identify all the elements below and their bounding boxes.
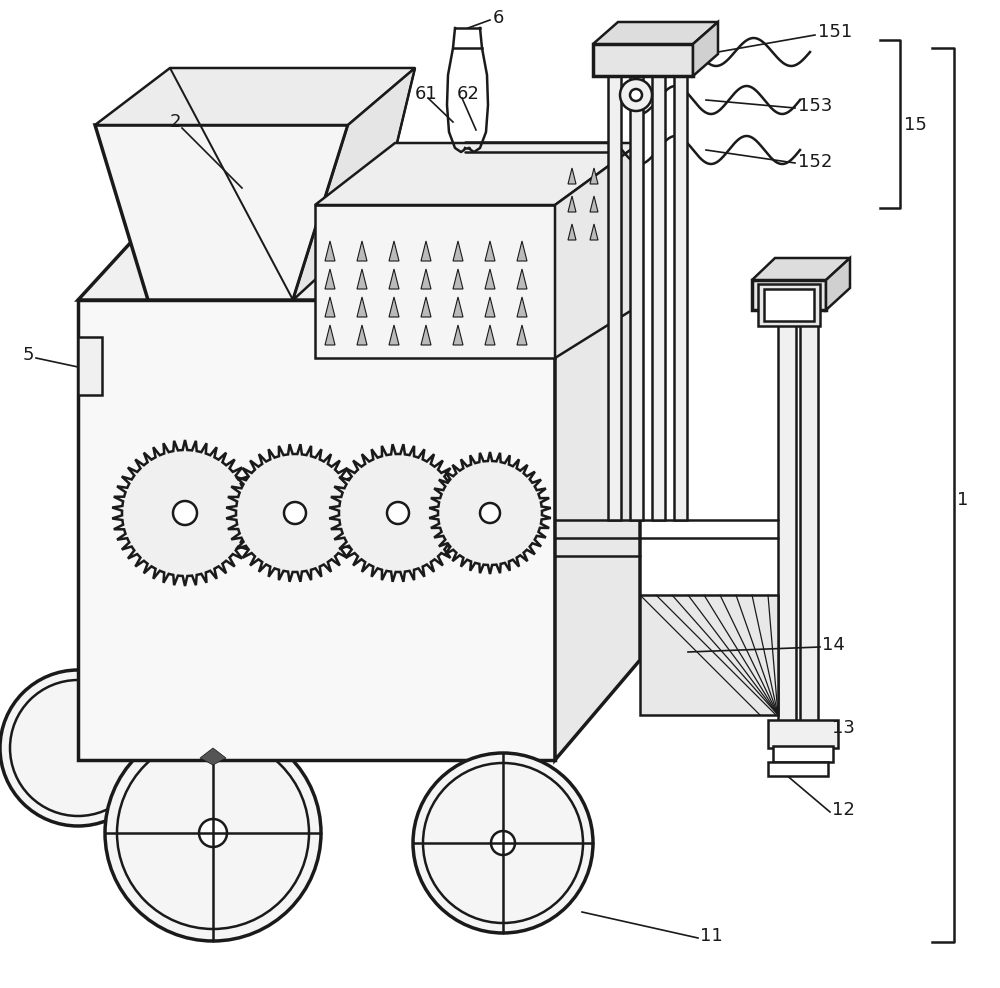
Polygon shape: [200, 748, 226, 765]
Polygon shape: [517, 297, 527, 317]
Polygon shape: [389, 269, 399, 289]
Circle shape: [105, 725, 321, 941]
Polygon shape: [421, 297, 431, 317]
Polygon shape: [389, 325, 399, 345]
Polygon shape: [325, 241, 335, 261]
Bar: [630, 52, 643, 520]
Polygon shape: [421, 241, 431, 261]
Polygon shape: [485, 269, 495, 289]
Bar: [778, 288, 796, 753]
Polygon shape: [357, 241, 367, 261]
Circle shape: [0, 670, 156, 826]
Polygon shape: [593, 22, 718, 44]
Polygon shape: [555, 205, 640, 760]
Bar: [768, 720, 838, 748]
Bar: [752, 280, 826, 310]
Polygon shape: [453, 325, 463, 345]
Text: 153: 153: [798, 97, 832, 115]
Bar: [773, 746, 833, 762]
Polygon shape: [429, 452, 551, 574]
Polygon shape: [95, 125, 348, 300]
Circle shape: [491, 831, 515, 855]
Bar: [78, 337, 102, 395]
Circle shape: [480, 503, 500, 523]
Polygon shape: [78, 205, 640, 300]
Text: 62: 62: [457, 85, 480, 103]
Polygon shape: [325, 269, 335, 289]
Polygon shape: [78, 300, 555, 760]
Circle shape: [620, 79, 652, 111]
Polygon shape: [485, 241, 495, 261]
Text: 12: 12: [832, 801, 855, 819]
Polygon shape: [590, 224, 598, 240]
Polygon shape: [453, 297, 463, 317]
Text: 13: 13: [832, 719, 855, 737]
Polygon shape: [357, 297, 367, 317]
Polygon shape: [329, 445, 467, 582]
Text: 61: 61: [415, 85, 438, 103]
Bar: [652, 52, 665, 520]
Polygon shape: [453, 269, 463, 289]
Text: 1: 1: [957, 491, 968, 509]
Bar: [593, 44, 693, 76]
Polygon shape: [389, 241, 399, 261]
Text: 2: 2: [170, 113, 182, 131]
Polygon shape: [555, 143, 640, 358]
Polygon shape: [112, 440, 258, 586]
Text: 5: 5: [23, 346, 34, 364]
Polygon shape: [517, 325, 527, 345]
Polygon shape: [590, 196, 598, 212]
Bar: [764, 289, 814, 321]
Polygon shape: [612, 224, 620, 240]
Polygon shape: [421, 325, 431, 345]
Polygon shape: [568, 168, 576, 184]
Bar: [768, 762, 828, 776]
Polygon shape: [315, 205, 555, 358]
Circle shape: [173, 501, 197, 525]
Polygon shape: [517, 269, 527, 289]
Polygon shape: [325, 325, 335, 345]
Circle shape: [199, 819, 227, 847]
Polygon shape: [315, 143, 640, 205]
Polygon shape: [226, 445, 364, 582]
Bar: [674, 52, 687, 520]
Polygon shape: [357, 325, 367, 345]
Bar: [758, 284, 820, 326]
Polygon shape: [612, 196, 620, 212]
Circle shape: [284, 502, 306, 524]
Polygon shape: [485, 325, 495, 345]
Polygon shape: [421, 269, 431, 289]
Polygon shape: [612, 168, 620, 184]
Polygon shape: [693, 22, 718, 76]
Circle shape: [413, 753, 593, 933]
Bar: [608, 52, 621, 520]
Polygon shape: [568, 224, 576, 240]
Polygon shape: [453, 241, 463, 261]
Polygon shape: [485, 297, 495, 317]
Polygon shape: [517, 241, 527, 261]
Text: 6: 6: [493, 9, 504, 27]
Polygon shape: [293, 68, 415, 300]
Text: 11: 11: [700, 927, 723, 945]
Polygon shape: [590, 168, 598, 184]
Polygon shape: [325, 297, 335, 317]
Polygon shape: [389, 297, 399, 317]
Circle shape: [630, 89, 642, 101]
Polygon shape: [752, 258, 850, 280]
Polygon shape: [95, 68, 415, 125]
Polygon shape: [357, 269, 367, 289]
Bar: [800, 288, 818, 753]
Circle shape: [387, 502, 409, 524]
Text: 152: 152: [798, 153, 832, 171]
Text: 15: 15: [904, 116, 927, 134]
Text: 14: 14: [822, 636, 845, 654]
Polygon shape: [640, 595, 778, 715]
Text: 151: 151: [818, 23, 852, 41]
Polygon shape: [826, 258, 850, 310]
Polygon shape: [568, 196, 576, 212]
